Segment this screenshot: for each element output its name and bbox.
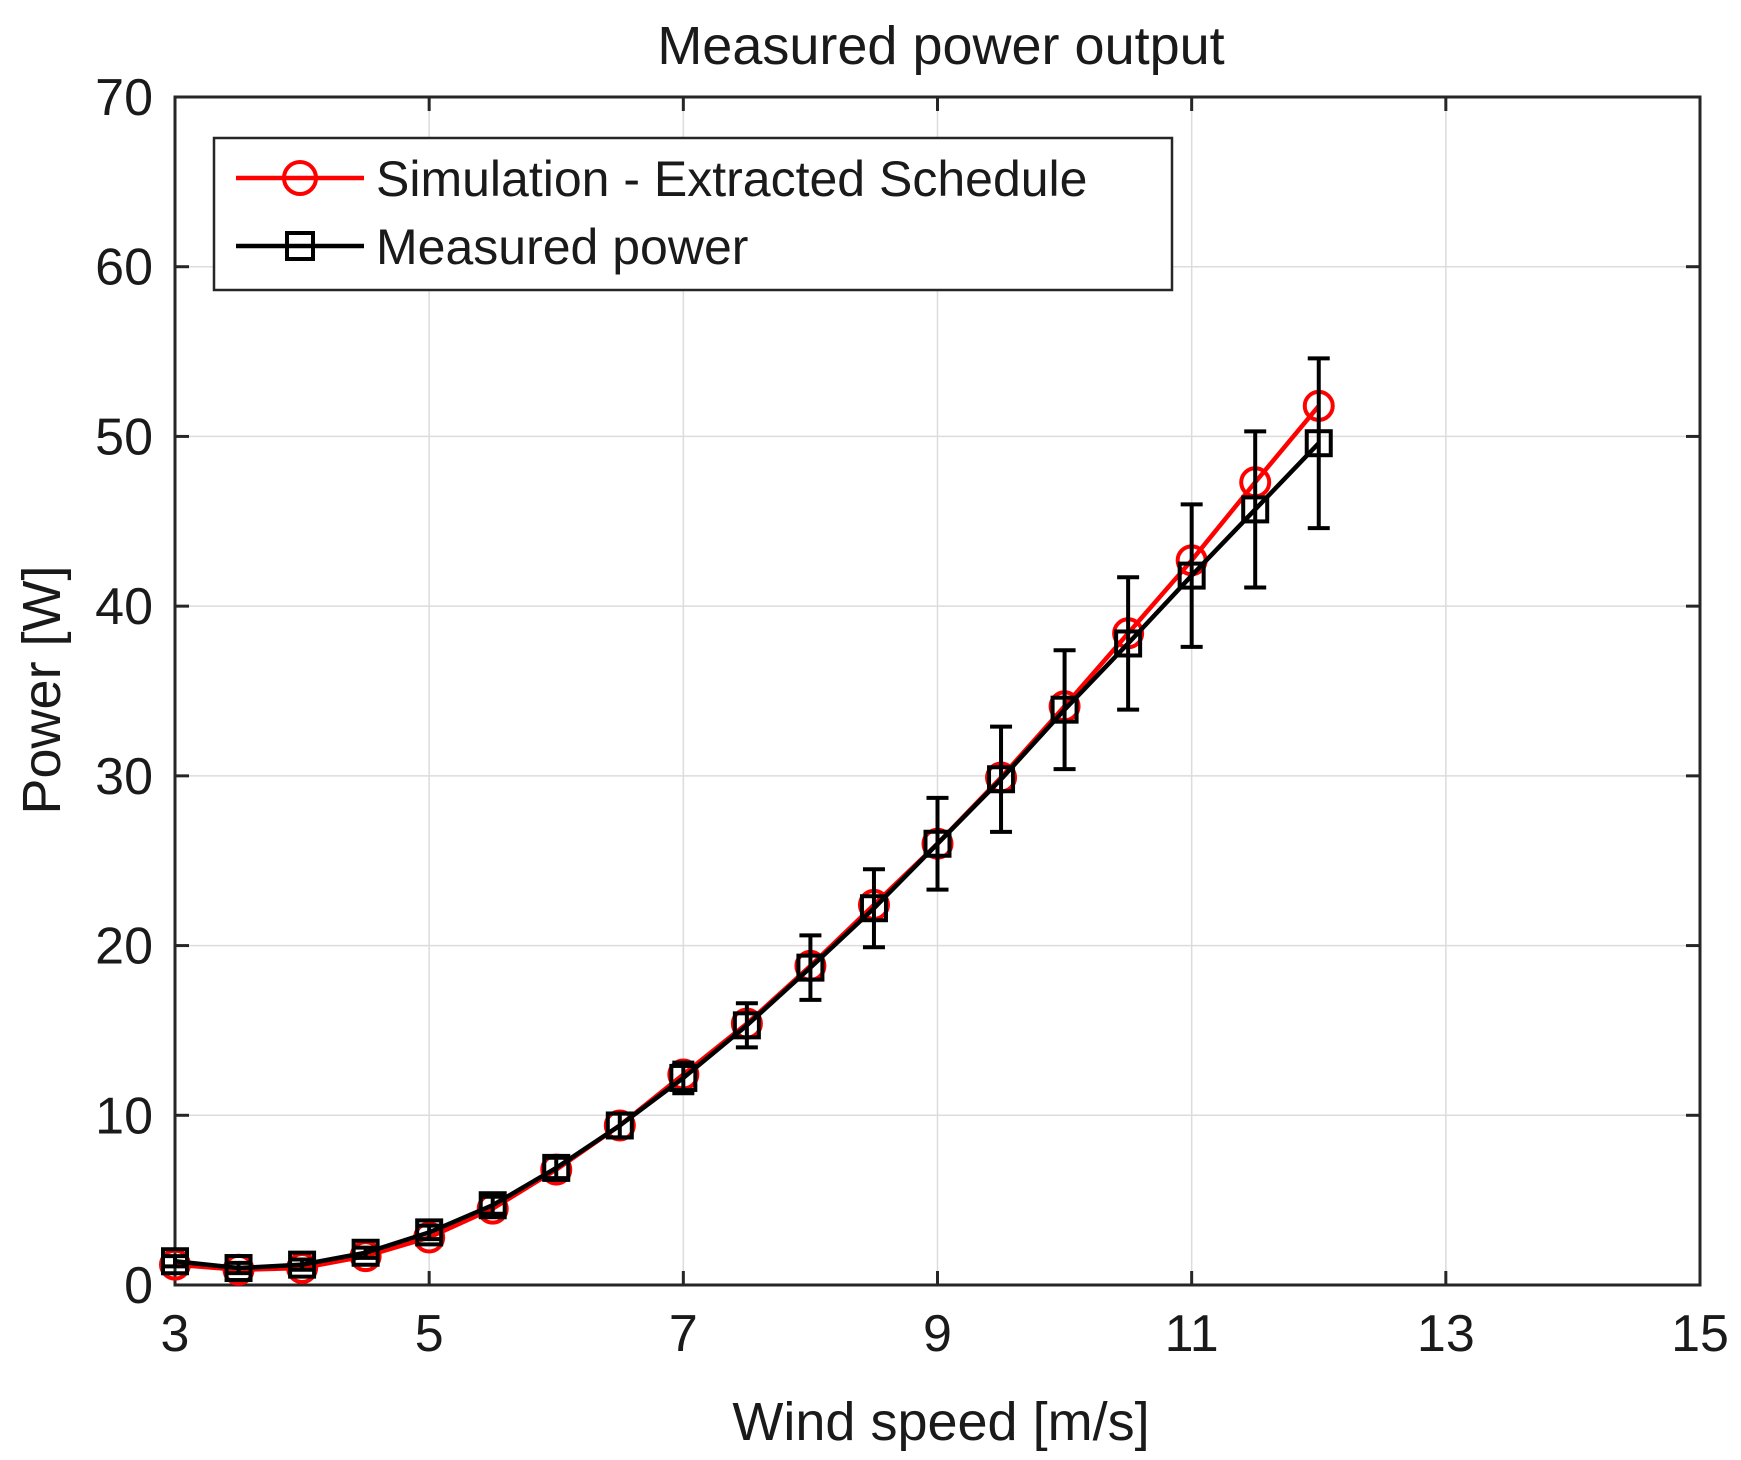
x-tick-label: 9 <box>923 1305 952 1363</box>
data-point-square <box>669 1063 698 1092</box>
legend-label: Measured power <box>376 219 748 275</box>
legend-box <box>212 136 1174 292</box>
y-tick-label: 20 <box>95 918 153 976</box>
y-tick-label: 40 <box>95 578 153 636</box>
data-point-square <box>224 1254 253 1283</box>
data-point-square <box>1050 695 1079 724</box>
series-line <box>174 441 1321 1271</box>
series-measured <box>161 356 1333 1283</box>
data-point-square <box>1177 561 1206 590</box>
y-tick-label: 0 <box>124 1257 153 1315</box>
data-point-square <box>478 1191 507 1220</box>
data-point-square <box>859 894 888 923</box>
y-tick-label: 70 <box>95 69 153 127</box>
y-axis-label: Power [W] <box>12 565 72 814</box>
data-point-square <box>1304 429 1333 458</box>
data-point-square <box>732 1011 761 1040</box>
legend-marker-square <box>285 231 315 261</box>
data-point-square <box>1114 629 1143 658</box>
series-layer <box>159 356 1335 1286</box>
y-tick-label: 30 <box>95 748 153 806</box>
data-point-square <box>415 1218 444 1247</box>
y-tick-label: 50 <box>95 408 153 466</box>
x-axis-label: Wind speed [m/s] <box>732 1392 1149 1452</box>
data-point-square <box>923 829 952 858</box>
data-point-square <box>542 1153 571 1182</box>
x-tick-label: 5 <box>415 1305 444 1363</box>
x-tick-label: 15 <box>1671 1305 1729 1363</box>
axis-ticks: 3 5 7 9 11 13 15 0 10 20 30 40 50 60 70 <box>95 69 1729 1363</box>
x-tick-label: 11 <box>1165 1305 1219 1363</box>
data-point-square <box>161 1247 189 1276</box>
legend-marker-circle <box>282 160 318 196</box>
data-point-square <box>351 1238 380 1267</box>
x-tick-label: 7 <box>669 1305 698 1363</box>
y-tick-label: 60 <box>95 239 153 297</box>
data-point-square <box>605 1111 634 1140</box>
legend: Simulation - Extracted Schedule Measured … <box>212 136 1174 292</box>
data-point-square <box>1241 495 1270 524</box>
chart-title: Measured power output <box>657 16 1224 76</box>
data-point-square <box>796 953 825 982</box>
legend-label: Simulation - Extracted Schedule <box>376 151 1087 207</box>
y-tick-label: 10 <box>95 1087 153 1145</box>
data-point-square <box>987 765 1016 794</box>
x-tick-label: 3 <box>161 1305 190 1363</box>
data-point-square <box>288 1250 317 1279</box>
x-tick-label: 13 <box>1417 1305 1475 1363</box>
